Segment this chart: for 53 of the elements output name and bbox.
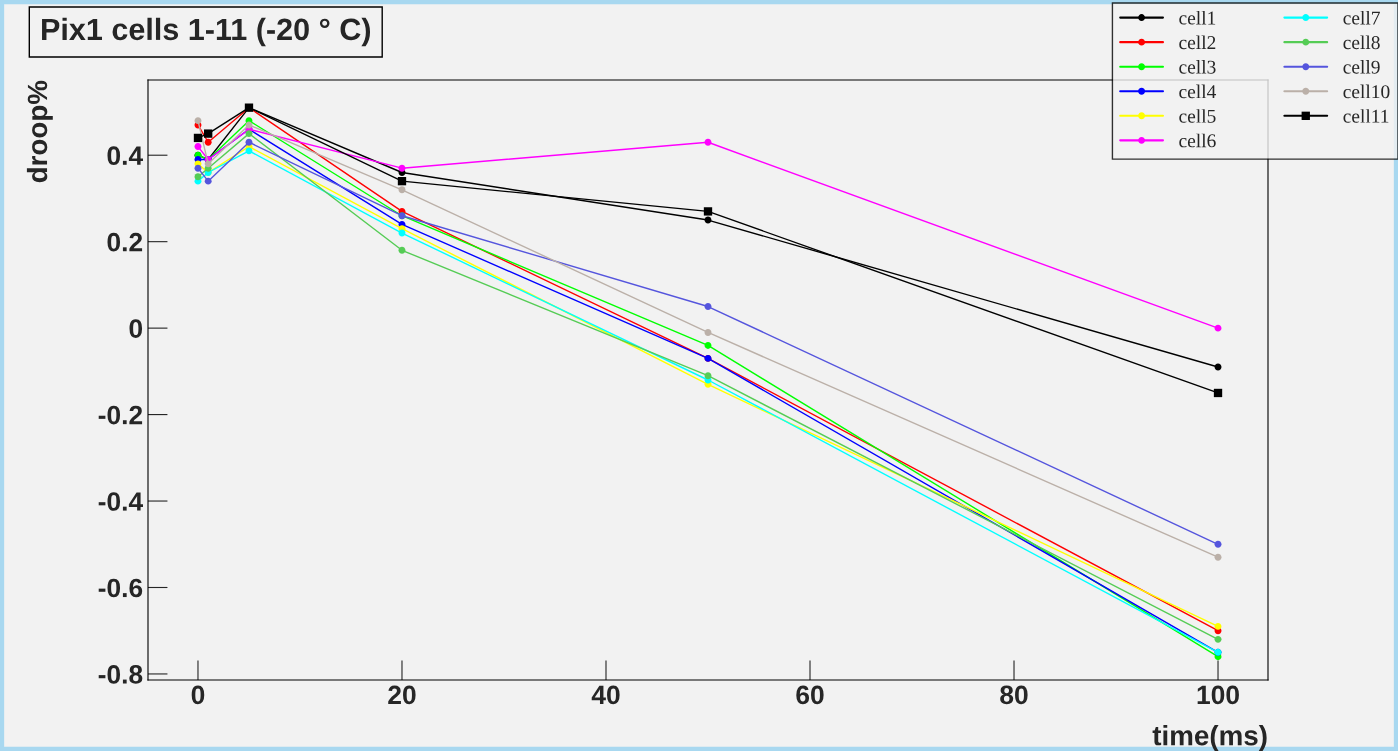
point <box>1213 388 1223 398</box>
point <box>1214 540 1222 548</box>
y-axis-title: droop% <box>26 80 53 183</box>
point <box>245 138 253 146</box>
point <box>194 117 202 125</box>
point <box>1214 622 1222 630</box>
point <box>204 177 212 185</box>
x-tick-label: 0 <box>191 685 205 705</box>
legend-label: cell7 <box>1343 10 1380 25</box>
legend-label: cell9 <box>1343 60 1380 74</box>
point <box>704 372 712 380</box>
x-tick-label: 80 <box>1000 685 1028 705</box>
point <box>194 143 202 151</box>
point <box>194 173 202 181</box>
y-tick-label: 0.2 <box>107 232 143 252</box>
legend-label: cell5 <box>1179 109 1216 123</box>
legend-label: cell3 <box>1179 60 1216 74</box>
legend-label: cell6 <box>1179 133 1216 148</box>
y-tick-label: 0.4 <box>107 146 143 166</box>
legend-label: cell11 <box>1343 109 1389 123</box>
y-tick-label: -0.6 <box>98 578 143 598</box>
point <box>398 186 406 194</box>
legend-label: cell1 <box>1179 10 1216 25</box>
point <box>1214 635 1222 643</box>
point <box>398 246 406 254</box>
y-tick-label: 0 <box>129 319 143 338</box>
y-tick-label: -0.2 <box>98 405 143 425</box>
y-tick-label: -0.4 <box>98 492 143 511</box>
point <box>245 130 253 138</box>
point <box>703 207 713 216</box>
point <box>704 341 712 349</box>
point <box>204 138 212 146</box>
point <box>397 176 407 186</box>
chart-title: Pix1 cells 1-11 (-20 ° C) <box>42 17 371 47</box>
point <box>194 164 202 172</box>
legend-label: cell8 <box>1343 35 1380 50</box>
point <box>398 164 406 172</box>
point <box>193 133 203 143</box>
legend-label: cell4 <box>1179 84 1217 99</box>
point <box>704 138 712 146</box>
x-tick-label: 100 <box>1197 685 1239 705</box>
point <box>204 129 213 138</box>
x-tick-label: 60 <box>796 685 824 705</box>
y-tick-label: -0.8 <box>98 665 143 684</box>
x-tick-label: 20 <box>388 685 416 705</box>
point <box>704 303 712 310</box>
legend-label: cell2 <box>1179 35 1216 50</box>
legend-label: cell10 <box>1343 84 1390 99</box>
x-tick-label: 40 <box>591 685 620 705</box>
point <box>704 328 712 336</box>
point <box>204 160 212 168</box>
x-axis-title: time(ms) <box>1152 725 1267 751</box>
point <box>1214 553 1222 561</box>
